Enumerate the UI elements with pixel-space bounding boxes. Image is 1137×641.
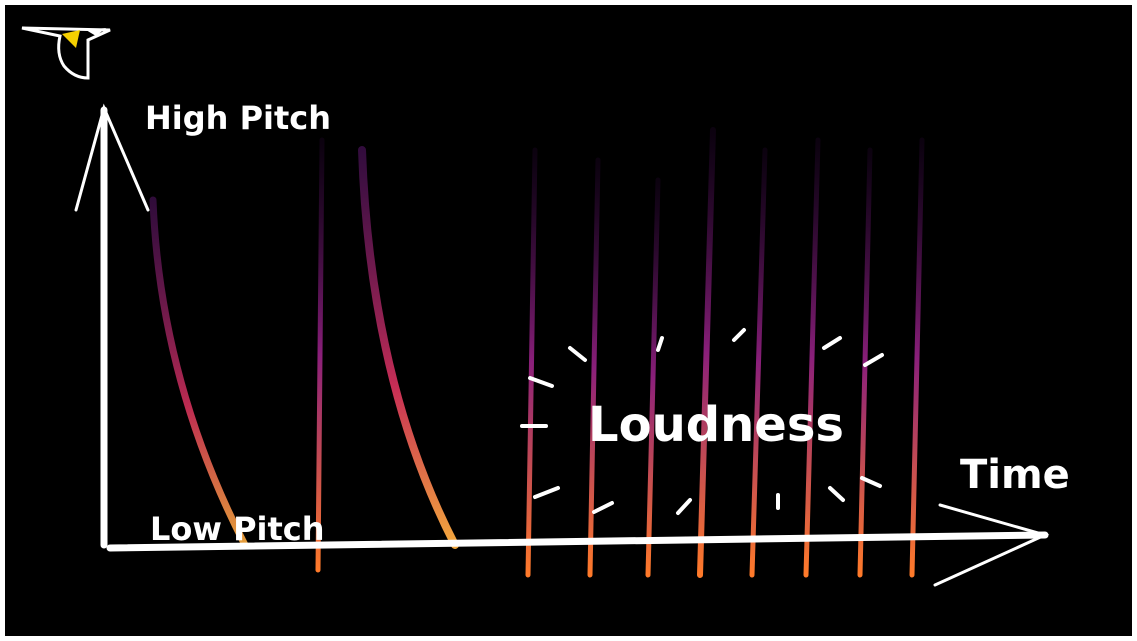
low-pitch-label: Low Pitch bbox=[150, 510, 325, 548]
page: {"labels": {"high_pitch": "High Pitch", … bbox=[0, 0, 1137, 641]
video-frame: High Pitch Low Pitch Loudness Time bbox=[0, 0, 1137, 641]
loudness-label: Loudness bbox=[588, 397, 844, 453]
high-pitch-label: High Pitch bbox=[145, 99, 331, 137]
time-label: Time bbox=[960, 452, 1070, 498]
